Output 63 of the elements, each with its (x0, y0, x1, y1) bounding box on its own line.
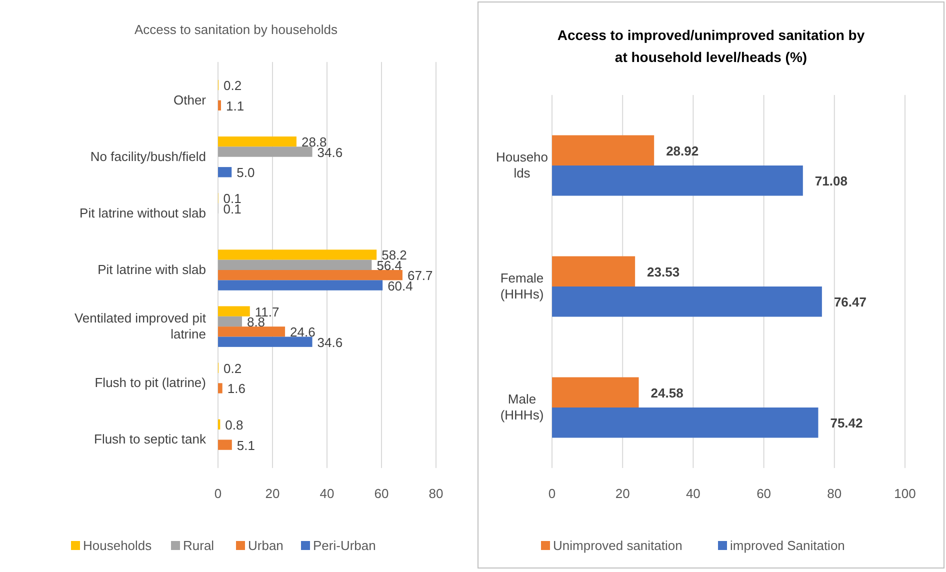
chart-title: Access to improved/unimproved sanitation by at household level/heads (%) (557, 27, 865, 65)
data-label: 5.0 (236, 165, 255, 180)
bar (218, 270, 402, 280)
x-tick-label: 80 (827, 486, 842, 501)
bar (218, 280, 383, 290)
legend-label: Rural (183, 538, 214, 553)
x-tick-label: 60 (756, 486, 772, 501)
y-tick-label: Flush to septic tank (94, 432, 206, 447)
data-label: 24.6 (290, 324, 316, 340)
x-tick-label: 40 (320, 486, 334, 501)
bar (552, 377, 639, 408)
y-tick-label: Other (173, 92, 207, 108)
bar (218, 336, 312, 347)
data-label: 0.8 (225, 417, 244, 432)
x-tick-label: 0 (548, 486, 556, 501)
data-label: 75.42 (830, 416, 863, 431)
data-label: 0.2 (224, 360, 242, 376)
bar (218, 146, 312, 157)
x-tick-label: 20 (265, 486, 280, 501)
bar (218, 136, 296, 147)
x-tick-label: 80 (428, 486, 444, 501)
y-tick-label: Flush to pit (latrine) (94, 375, 206, 390)
bar (552, 135, 654, 166)
y-tick-label: Pit latrine with slab (98, 262, 206, 277)
bar (218, 306, 250, 316)
bar (218, 326, 286, 337)
bar (218, 316, 242, 327)
bar (552, 166, 803, 196)
y-tick-label: Male (HHHs) (500, 392, 544, 422)
bar (218, 100, 221, 110)
x-tick-label: 0 (214, 486, 222, 501)
legend-label: improved Sanitation (730, 538, 845, 553)
legend-label: Peri-Urban (313, 538, 376, 553)
y-tick-label: Pit latrine without slab (80, 205, 206, 220)
x-tick-label: 100 (894, 486, 916, 501)
bar (218, 440, 232, 450)
y-tick-label: Female (HHHs) (500, 270, 544, 302)
data-label: 24.58 (650, 385, 684, 400)
bar (218, 167, 232, 178)
bar (552, 256, 636, 286)
data-label: 76.47 (834, 294, 866, 310)
bar (552, 286, 822, 317)
bar (552, 408, 818, 438)
bar (218, 260, 372, 270)
x-tick-label: 60 (374, 486, 389, 501)
y-tick-label: No facility/bush/field (90, 148, 206, 164)
bar (218, 250, 377, 260)
legend-label: Urban (248, 538, 284, 553)
y-tick-label: Ventilated improved pit latrine (74, 310, 206, 342)
chart-title: Access to sanitation by households (134, 22, 338, 37)
data-label: 5.1 (236, 438, 255, 453)
data-label: 23.53 (647, 264, 680, 280)
data-label: 1.6 (227, 381, 246, 396)
y-tick-label: Households (496, 150, 548, 180)
bar (218, 383, 222, 394)
data-label: 34.6 (317, 334, 343, 350)
data-label: 1.1 (226, 98, 244, 114)
x-tick-label: 40 (686, 486, 700, 501)
data-label: 71.08 (814, 174, 848, 189)
legend-label: Unimproved sanitation (553, 538, 682, 553)
x-tick-label: 20 (615, 486, 630, 501)
data-label: 0.2 (224, 78, 242, 94)
data-label: 28.92 (666, 143, 699, 158)
